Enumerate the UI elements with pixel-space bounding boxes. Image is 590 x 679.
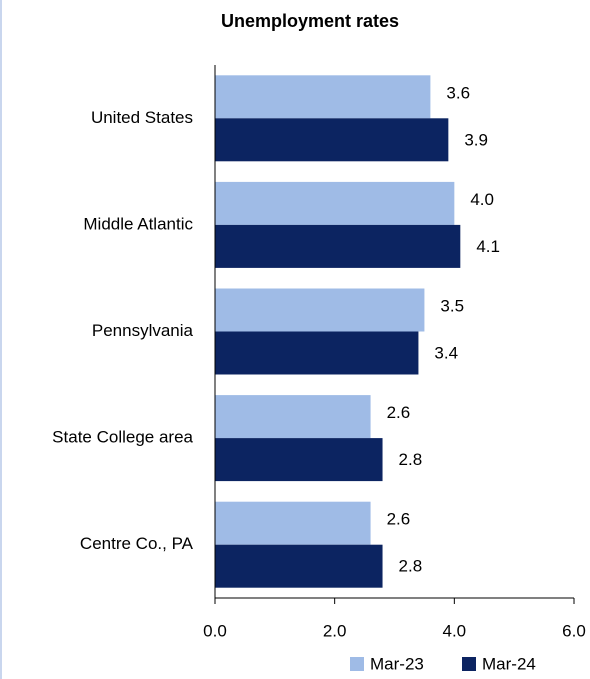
chart-title: Unemployment rates (221, 11, 399, 31)
x-tick-label: 4.0 (443, 621, 467, 640)
bar (215, 181, 455, 225)
value-label: 2.8 (399, 450, 423, 469)
y-tick-label: United States (91, 108, 193, 127)
value-label: 3.5 (440, 296, 464, 315)
value-label: 2.8 (399, 557, 423, 576)
bar (215, 224, 461, 268)
value-label: 3.4 (434, 343, 458, 362)
bar (215, 118, 449, 162)
bar (215, 331, 419, 375)
y-tick-label: Centre Co., PA (80, 534, 194, 553)
legend-swatch (350, 657, 364, 671)
y-tick-label: State College area (52, 428, 193, 447)
value-label: 3.6 (446, 83, 470, 102)
bar (215, 395, 371, 439)
bar (215, 544, 383, 588)
bar (215, 75, 431, 119)
value-label: 3.9 (464, 130, 488, 149)
legend-label: Mar-23 (370, 654, 424, 673)
value-label: 4.0 (470, 190, 494, 209)
value-label: 2.6 (387, 510, 411, 529)
y-tick-label: Middle Atlantic (83, 214, 193, 233)
value-label: 2.6 (387, 403, 411, 422)
bar (215, 288, 425, 332)
x-tick-label: 6.0 (562, 621, 586, 640)
bar (215, 438, 383, 482)
legend-label: Mar-24 (482, 654, 536, 673)
legend-swatch (462, 657, 476, 671)
x-tick-label: 0.0 (203, 621, 227, 640)
bar (215, 501, 371, 545)
x-tick-label: 2.0 (323, 621, 347, 640)
y-tick-label: Pennsylvania (92, 321, 194, 340)
value-label: 4.1 (476, 237, 500, 256)
